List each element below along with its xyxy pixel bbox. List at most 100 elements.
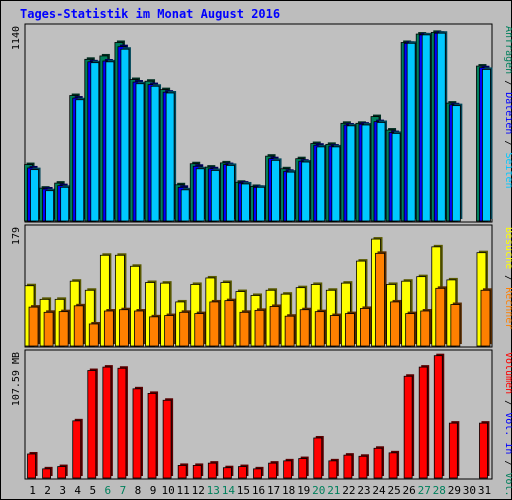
bar-rechner-day-4 (73, 303, 86, 347)
bar-seiten-day-6-face (105, 61, 115, 222)
x-tick-label-day-2: 2 (44, 484, 51, 497)
bar-volumen-day-11 (177, 463, 189, 479)
x-tick-label-day-29: 29 (448, 484, 461, 497)
x-tick-label-day-30: 30 (463, 484, 476, 497)
bar-seiten-day-5-face (90, 62, 100, 222)
bar-rechner-day-11 (179, 310, 191, 347)
x-tick-label-day-9: 9 (150, 484, 157, 497)
bar-seiten-day-3 (60, 185, 71, 222)
bar-rechner-day-26-face (405, 313, 416, 347)
bar-volumen-day-25-face (388, 452, 398, 479)
bar-seiten-day-1 (30, 167, 41, 222)
bar-seiten-day-28 (436, 31, 448, 222)
bar-volumen-day-18 (283, 458, 294, 479)
bar-seiten-day-29-face (451, 105, 461, 222)
bar-rechner-day-1 (28, 305, 41, 347)
panel-visits: 179 Besuche / Rechner (11, 224, 512, 348)
legend-label-volumen: Volumen (503, 352, 512, 394)
bar-rechner-day-27 (420, 309, 432, 347)
bar-rechner-day-3-face (58, 311, 69, 347)
x-tick-label-day-16: 16 (252, 484, 265, 497)
bar-volumen-day-1 (27, 451, 38, 479)
legend-label-besuche: Besuche (503, 227, 512, 269)
bar-seiten-day-15-face (241, 183, 250, 222)
bar-volumen-day-26 (403, 374, 415, 479)
bar-rechner-day-15-face (239, 311, 250, 347)
bar-seiten-day-26 (406, 41, 418, 222)
bar-seiten-day-21 (331, 144, 342, 222)
bar-seiten-day-28-face (436, 32, 446, 222)
x-tick-label-day-8: 8 (135, 484, 142, 497)
bar-seiten-day-11 (180, 187, 192, 222)
bar-volumen-day-25 (388, 450, 400, 479)
bar-seiten-day-19 (301, 160, 312, 222)
bar-seiten-day-16 (256, 185, 267, 222)
legend-separator: / (503, 454, 512, 472)
bar-rechner-day-17 (269, 304, 282, 347)
bar-rechner-day-6 (103, 309, 116, 347)
bar-rechner-day-25 (390, 299, 402, 347)
bar-rechner-day-29-face (450, 304, 461, 347)
chart-title: Tages-Statistik im Monat August 2016 (20, 7, 280, 21)
bar-seiten-day-25-face (391, 133, 401, 222)
x-tick-label-day-4: 4 (74, 484, 81, 497)
bar-rechner-day-23-face (360, 308, 370, 347)
bar-rechner-day-10 (164, 313, 176, 347)
bar-seiten-day-6 (105, 59, 116, 222)
bar-rechner-day-14 (224, 298, 236, 347)
bar-rechner-day-4-face (73, 305, 84, 347)
legend-separator: / (503, 74, 512, 92)
bar-rechner-day-23 (360, 306, 372, 347)
bar-seiten-day-1-face (30, 169, 39, 222)
bar-seiten-day-5 (90, 60, 101, 222)
bar-rechner-day-21-face (329, 315, 340, 347)
x-tick-label-day-10: 10 (161, 484, 174, 497)
bar-rechner-day-25-face (390, 301, 400, 347)
bar-volumen-day-17 (268, 461, 279, 479)
bar-rechner-day-19-face (299, 309, 310, 347)
bar-seiten-day-4-face (75, 99, 85, 222)
x-tick-label-day-31: 31 (478, 484, 491, 497)
bar-volumen-day-31-face (479, 422, 488, 479)
bar-volumen-day-29 (448, 421, 460, 479)
bar-rechner-day-20-face (314, 311, 325, 347)
x-tick-label-day-23: 23 (357, 484, 370, 497)
bar-rechner-day-22-face (344, 313, 355, 347)
bar-seiten-day-11-face (180, 189, 190, 222)
bar-seiten-day-20-face (316, 146, 326, 222)
bar-seiten-day-7-face (120, 48, 130, 222)
bar-volumen-day-9 (147, 391, 159, 479)
bar-rechner-day-1-face (28, 306, 39, 347)
bar-rechner-day-21 (329, 313, 342, 347)
bar-rechner-day-15 (239, 310, 251, 347)
bar-seiten-day-8 (135, 81, 146, 222)
bar-seiten-day-10-face (165, 92, 175, 222)
bar-seiten-day-21-face (331, 146, 341, 222)
bar-rechner-day-11-face (179, 311, 190, 347)
panel-legend-volume: Volumen / Vol. In / Vol. Out (503, 352, 512, 500)
legend-label-rechner: Rechner (503, 287, 512, 329)
bar-volumen-day-16 (253, 466, 264, 479)
legend-label-dateien: Dateien (503, 92, 512, 134)
bar-volumen-day-7 (117, 366, 128, 479)
bar-seiten-day-13 (210, 168, 222, 222)
bar-seiten-day-3-face (60, 186, 70, 222)
bar-seiten-day-25 (391, 131, 403, 222)
bar-volumen-day-6-face (102, 366, 112, 479)
bar-seiten-day-2-face (45, 190, 54, 222)
bar-volumen-day-13-face (207, 462, 217, 479)
x-tick-label-day-17: 17 (267, 484, 280, 497)
bar-seiten-day-31-face (482, 69, 491, 222)
bar-rechner-day-12-face (194, 313, 205, 347)
bar-rechner-day-3 (58, 309, 71, 347)
bar-volumen-day-20 (313, 435, 324, 479)
bar-volumen-day-23-face (358, 455, 368, 479)
x-tick-label-day-6: 6 (105, 484, 112, 497)
bar-volumen-day-24 (373, 446, 385, 479)
bar-rechner-day-18 (284, 314, 297, 347)
bar-rechner-day-9 (149, 314, 161, 347)
bar-rechner-day-22 (344, 311, 357, 347)
bar-rechner-day-10-face (164, 315, 175, 347)
bar-rechner-day-31-face (480, 289, 491, 347)
